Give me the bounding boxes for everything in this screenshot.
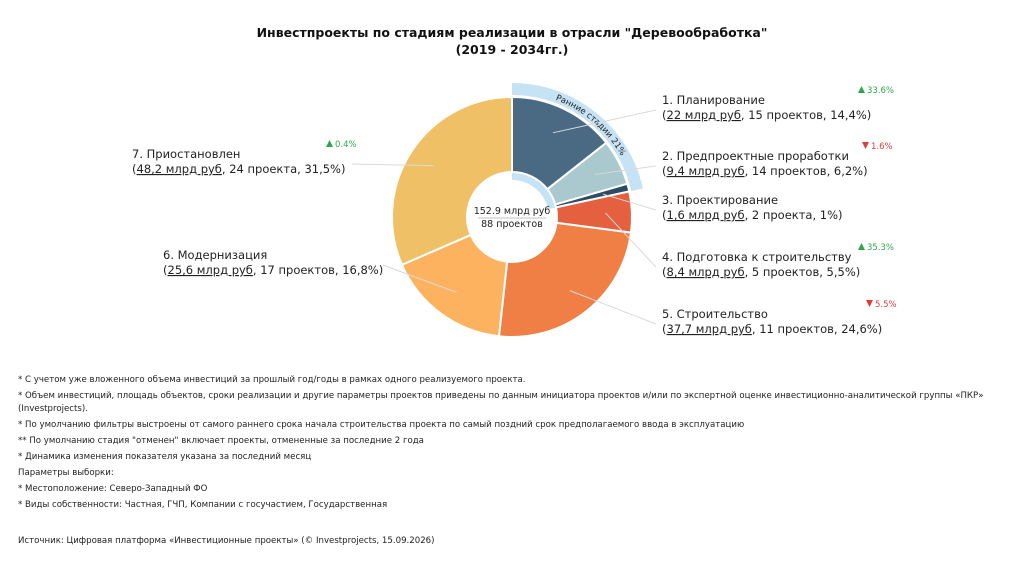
leader-line	[382, 264, 457, 293]
slice-label-name: 1. Планирование	[662, 93, 765, 107]
slice-label-details: (22 млрд руб, 15 проектов, 14,4%)	[662, 108, 871, 122]
source-note: Источник: Цифровая платформа «Инвестицио…	[18, 536, 435, 546]
chart-title-line2: (2019 - 2034гг.)	[455, 42, 569, 57]
trend-value: 0.4%	[335, 140, 357, 150]
early-stages-inner-arc	[512, 171, 557, 210]
footnotes: * С учетом уже вложенного объема инвести…	[18, 374, 1008, 515]
footnote: * По умолчанию фильтры выстроены от само…	[18, 420, 745, 430]
slice-label-details: (8,4 млрд руб, 5 проектов, 5,5%)	[662, 265, 860, 279]
slice-label-name: 3. Проектирование	[662, 193, 778, 207]
donut-slice-6[interactable]	[400, 233, 509, 338]
trend-down-icon	[862, 142, 869, 149]
donut-chart: Ранние стадии 21% 1. Планирование(22 млр…	[132, 83, 897, 338]
slice-label-name: 5. Строительство	[662, 307, 768, 321]
leader-lines	[351, 109, 657, 325]
slice-label-details: (9,4 млрд руб, 14 проектов, 6,2%)	[662, 164, 868, 178]
donut-slice-5[interactable]	[497, 221, 633, 338]
chart-title: Инвестпроекты по стадиям реализации в от…	[0, 24, 1024, 58]
trend-value: 1.6%	[871, 142, 893, 152]
leader-line	[552, 109, 657, 134]
trend-up-icon	[326, 140, 333, 147]
footnote: * Объем инвестиций, площадь объектов, ср…	[18, 391, 984, 414]
trend-up-icon	[858, 243, 865, 250]
slice-label-name: 2. Предпроектные проработки	[662, 149, 849, 163]
early-stages-arc	[512, 83, 643, 192]
trend-up-icon	[858, 86, 865, 93]
slice-label-name: 7. Приостановлен	[132, 147, 240, 161]
slice-label-details: (48,2 млрд руб, 24 проекта, 31,5%)	[132, 162, 345, 176]
leader-line	[602, 193, 657, 211]
trend-value: 35.3%	[867, 243, 894, 253]
slice-label-details: (37,7 млрд руб, 11 проектов, 24,6%)	[662, 322, 882, 336]
footnote: * Динамика изменения показателя указана …	[18, 452, 312, 462]
footnote: ** По умолчанию стадия "отменен" включае…	[18, 436, 424, 446]
donut-slices	[391, 95, 633, 338]
leader-line	[595, 165, 657, 175]
trend-down-icon	[866, 300, 873, 307]
slice-label-details: (25,6 млрд руб, 17 проектов, 16,8%)	[163, 263, 383, 277]
leader-line	[605, 212, 657, 268]
footnote: * С учетом уже вложенного объема инвести…	[18, 375, 526, 385]
param-location: * Местоположение: Северо-Западный ФО	[18, 484, 208, 494]
slice-labels: 1. Планирование(22 млрд руб, 15 проектов…	[132, 86, 897, 336]
donut-center: 152.9 млрд руб 88 проектов	[474, 206, 551, 230]
leader-line	[569, 290, 657, 325]
param-ownership: * Виды собственности: Частная, ГЧП, Комп…	[18, 500, 388, 510]
center-total-value: 152.9 млрд руб	[474, 206, 551, 217]
selection-params-heading: Параметры выборки:	[18, 468, 114, 478]
slice-label-name: 4. Подготовка к строительству	[662, 250, 852, 264]
chart-title-line1: Инвестпроекты по стадиям реализации в от…	[256, 25, 768, 40]
donut-slice-7[interactable]	[391, 95, 513, 267]
center-total-projects: 88 проектов	[481, 219, 543, 230]
trend-value: 33.6%	[867, 86, 894, 96]
leader-line	[351, 163, 434, 167]
trend-value: 5.5%	[875, 300, 897, 310]
slice-label-details: (1,6 млрд руб, 2 проекта, 1%)	[662, 208, 843, 222]
slice-label-name: 6. Модернизация	[163, 248, 267, 262]
